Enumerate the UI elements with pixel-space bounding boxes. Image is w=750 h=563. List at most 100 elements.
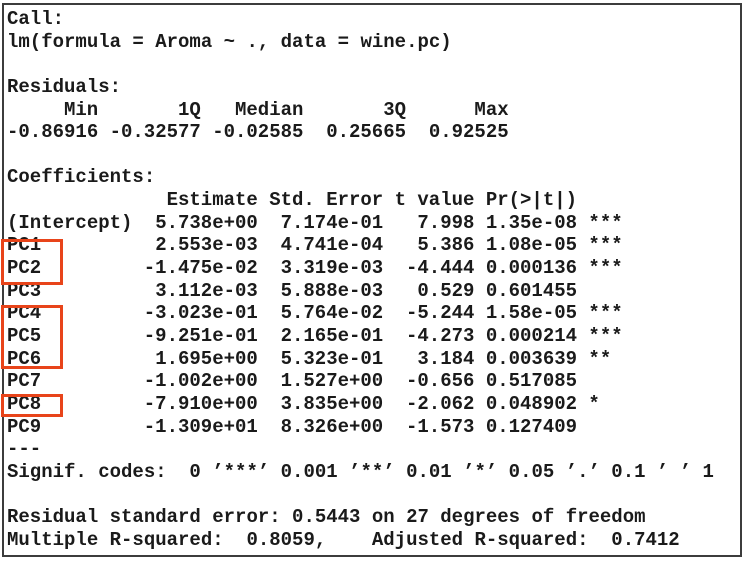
coef-row-pc5: PC5 -9.251e-01 2.165e-01 -4.273 0.000214… xyxy=(7,325,740,348)
coef-t-value: 7.998 xyxy=(417,211,475,234)
residuals-label: Residuals: xyxy=(7,75,122,98)
coef-t-value: -2.062 xyxy=(406,392,475,415)
coef-p-value: 0.003639 xyxy=(485,347,578,370)
coef-estimate: -1.309e+01 xyxy=(143,415,258,438)
coef-std-error: 7.174e-01 xyxy=(280,211,384,234)
separator-dashes: --- xyxy=(7,438,42,461)
r-console-output: Call: lm(formula = Aroma ~ ., data = win… xyxy=(4,5,740,555)
residuals-min: -0.86916 xyxy=(7,121,99,144)
blank-line xyxy=(7,53,740,76)
coefficients-label: Coefficients: xyxy=(7,166,156,189)
coef-estimate: -9.251e-01 xyxy=(143,324,258,347)
coef-header-estimate: Estimate xyxy=(166,189,258,212)
coef-t-value: -5.244 xyxy=(406,302,475,325)
residuals-3q: 0.25665 xyxy=(326,121,407,144)
highlight-box-pc1-pc2 xyxy=(1,239,63,285)
residuals-header: Min 1Q Median 3Q Max xyxy=(7,99,740,122)
coef-row-pc4: PC4 -3.023e-01 5.764e-02 -5.244 1.58e-05… xyxy=(7,302,740,325)
signif-codes-legend: Signif. codes: 0 ’***’ 0.001 ’**’ 0.01 ’… xyxy=(7,460,714,483)
coef-p-value: 1.08e-05 xyxy=(485,234,578,257)
coef-term: PC6 xyxy=(7,347,42,370)
residuals-header-min: Min xyxy=(63,98,99,121)
coef-std-error: 5.888e-03 xyxy=(280,279,384,302)
coef-std-error: 2.165e-01 xyxy=(280,324,384,347)
coef-row-intercept: (Intercept) 5.738e+00 7.174e-01 7.998 1.… xyxy=(7,212,740,235)
coef-row-pc3: PC3 3.112e-03 5.888e-03 0.529 0.601455 xyxy=(7,280,740,303)
coef-p-value: 1.35e-08 xyxy=(485,211,578,234)
coef-t-value: 0.529 xyxy=(417,279,475,302)
residuals-max: 0.92525 xyxy=(428,121,509,144)
highlight-box-pc4-pc5-pc6 xyxy=(1,305,63,369)
coef-p-value: 0.517085 xyxy=(485,370,578,393)
coef-t-value: -0.656 xyxy=(406,370,475,393)
console-window: Call: lm(formula = Aroma ~ ., data = win… xyxy=(2,3,742,557)
coef-std-error: 5.323e-01 xyxy=(280,347,384,370)
coef-header-std-error: Std. Error xyxy=(269,189,384,212)
coef-std-error: 5.764e-02 xyxy=(280,302,384,325)
coef-term: PC5 xyxy=(7,324,42,347)
coef-header-p-value: Pr(>|t|) xyxy=(485,189,578,212)
coef-signif-stars xyxy=(577,280,588,303)
call-label: Call: xyxy=(7,8,65,30)
coef-std-error: 3.835e+00 xyxy=(280,392,384,415)
coef-p-value: 0.048902 xyxy=(485,392,578,415)
coef-std-error: 4.741e-04 xyxy=(280,234,384,257)
coef-term: (Intercept) xyxy=(7,211,133,234)
highlight-box-pc8 xyxy=(1,394,63,417)
coef-t-value: 5.386 xyxy=(417,234,475,257)
residuals-1q: -0.32577 xyxy=(109,121,201,144)
coef-row-pc7: PC7 -1.002e+00 1.527e+00 -0.656 0.517085 xyxy=(7,370,740,393)
coef-signif-stars: ** xyxy=(588,347,612,370)
coef-p-value: 0.601455 xyxy=(485,279,578,302)
coef-signif-stars: *** xyxy=(588,324,623,347)
coef-t-value: -4.444 xyxy=(406,257,475,280)
coef-t-value: -1.573 xyxy=(406,415,475,438)
coef-estimate: 5.738e+00 xyxy=(155,211,258,234)
coef-estimate: -1.002e+00 xyxy=(143,370,258,393)
coef-t-value: 3.184 xyxy=(417,347,475,370)
coef-estimate: 3.112e-03 xyxy=(155,279,258,302)
residuals-header-max: Max xyxy=(474,98,509,121)
residuals-values: -0.86916 -0.32577 -0.02585 0.25665 0.925… xyxy=(7,121,740,144)
coef-row-pc9: PC9 -1.309e+01 8.326e+00 -1.573 0.127409 xyxy=(7,416,740,439)
coef-term: PC7 xyxy=(7,370,42,393)
residual-standard-error: Residual standard error: 0.5443 on 27 de… xyxy=(7,506,646,529)
coef-signif-stars: *** xyxy=(588,234,623,257)
coef-header-term xyxy=(7,189,132,212)
residuals-median: -0.02585 xyxy=(212,121,304,144)
coef-t-value: -4.273 xyxy=(406,324,475,347)
coef-p-value: 0.000136 xyxy=(485,257,578,280)
coef-estimate: 1.695e+00 xyxy=(155,347,258,370)
coef-header-t-value: t value xyxy=(394,189,475,212)
residuals-header-3q: 3Q xyxy=(383,98,407,121)
coef-signif-stars xyxy=(577,370,588,393)
coef-estimate: -3.023e-01 xyxy=(143,302,258,325)
coef-estimate: 2.553e-03 xyxy=(155,234,258,257)
residuals-header-median: Median xyxy=(235,98,304,121)
coef-signif-stars: *** xyxy=(588,211,623,234)
coef-row-pc6: PC6 1.695e+00 5.323e-01 3.184 0.003639 *… xyxy=(7,348,740,371)
coef-std-error: 3.319e-03 xyxy=(280,257,384,280)
coef-term: PC2 xyxy=(7,257,42,280)
coef-row-pc1: PC1 2.553e-03 4.741e-04 5.386 1.08e-05 *… xyxy=(7,234,740,257)
coefficients-header: Estimate Std. Error t value Pr(>|t|) xyxy=(7,189,740,212)
coef-p-value: 0.000214 xyxy=(485,324,578,347)
coef-std-error: 8.326e+00 xyxy=(280,415,384,438)
coef-signif-stars: *** xyxy=(588,257,623,280)
coef-p-value: 0.127409 xyxy=(485,415,578,438)
r-squared-summary: Multiple R-squared: 0.8059, Adjusted R-s… xyxy=(7,528,680,551)
coef-std-error: 1.527e+00 xyxy=(280,370,384,393)
coef-signif-stars: *** xyxy=(588,302,623,325)
residuals-header-1q: 1Q xyxy=(178,98,201,121)
call-formula: lm(formula = Aroma ~ ., data = wine.pc) xyxy=(7,30,452,53)
blank-line xyxy=(7,144,740,167)
coef-signif-stars: * xyxy=(588,392,600,415)
coef-term: PC3 xyxy=(7,279,42,302)
coef-estimate: -7.910e+00 xyxy=(143,392,258,415)
coef-row-pc8: PC8 -7.910e+00 3.835e+00 -2.062 0.048902… xyxy=(7,393,740,416)
coef-term: PC8 xyxy=(7,392,42,415)
blank-line xyxy=(7,483,740,506)
coef-row-pc2: PC2 -1.475e-02 3.319e-03 -4.444 0.000136… xyxy=(7,257,740,280)
coef-term: PC9 xyxy=(7,415,42,438)
coef-signif-stars xyxy=(577,416,588,439)
